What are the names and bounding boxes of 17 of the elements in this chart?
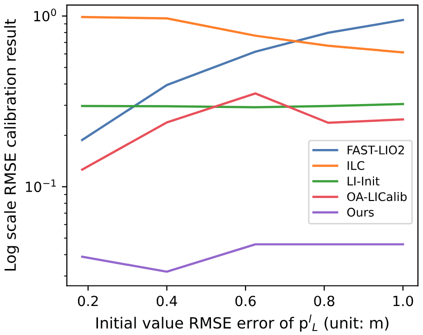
line-series (81, 92, 404, 171)
x-tick-label: 0.2 (78, 296, 98, 306)
legend-label: LI-Init (348, 176, 380, 186)
x-axis-title: Initial value RMSE error of p$^{l}$$_{L}$ (unit: m) (96, 314, 388, 332)
legend-label: FAST-LIO2 (348, 146, 404, 154)
legend-label: ILC (348, 161, 364, 170)
y-axis-title: Log scale RMSE calibration result (4, 19, 19, 271)
line-series (81, 18, 404, 142)
x-tick-label: 1.0 (393, 296, 414, 306)
x-tick-label: 0.6 (235, 296, 256, 306)
legend-label: OA-LICalib (347, 192, 407, 202)
x-tick-label: 0.8 (314, 296, 334, 306)
x-tick-label: 0.4 (156, 296, 178, 306)
line-series (81, 16, 404, 54)
y-tick-label: 10$^{−1}$ (26, 180, 56, 192)
y-tick-label: 10$^{0}$ (34, 8, 56, 22)
legend-label: Ours (347, 208, 374, 217)
